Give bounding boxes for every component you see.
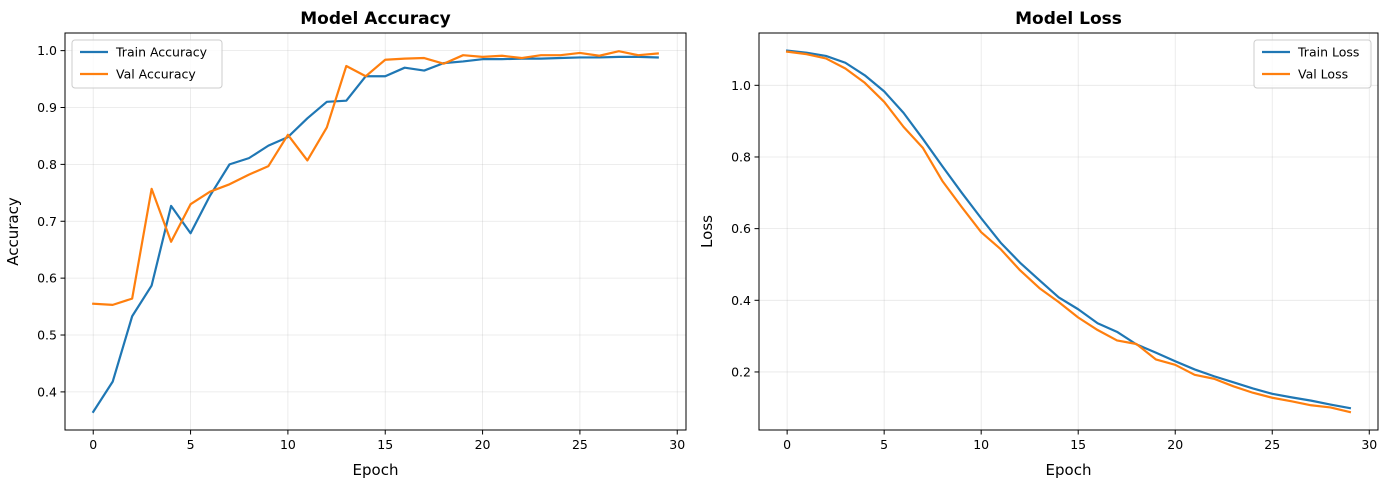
y-tick-label: 0.6 [731, 221, 751, 236]
y-tick-label: 1.0 [37, 43, 57, 58]
y-tick-label: 0.8 [731, 149, 751, 164]
y-tick-label: 0.4 [37, 384, 57, 399]
x-tick-label: 15 [1070, 437, 1086, 452]
series-line-val-loss [785, 50, 1352, 414]
y-tick-label: 1.0 [731, 78, 751, 93]
chart-panel-1: 0 5 10 15 20 25 30 0.4 0.5 0.6 0.7 0.8 0.9 1.0 Model A… [4, 9, 687, 479]
x-tick-label: 5 [880, 437, 888, 452]
x-tick-label: 20 [1167, 437, 1183, 452]
x-tick-label: 10 [280, 437, 296, 452]
x-tick-label: 10 [973, 437, 989, 452]
x-axis-label: Epoch [1046, 461, 1092, 479]
y-tick-label: 0.6 [37, 271, 57, 286]
axes-frame [758, 32, 1379, 431]
series-line-train-loss [785, 49, 1352, 410]
y-tick-label: 0.2 [731, 364, 751, 379]
chart-title: Model Accuracy [300, 9, 450, 29]
y-axis-label: Loss [698, 215, 716, 248]
x-axis-label: Epoch [353, 461, 399, 479]
y-tick-label: 0.5 [37, 328, 57, 343]
series-line-train-accuracy [91, 55, 659, 414]
series-line-val-accuracy [92, 50, 659, 306]
y-axis-label: Accuracy [4, 197, 22, 266]
x-tick-label: 30 [669, 437, 685, 452]
y-tick-label: 0.7 [37, 214, 57, 229]
axes-frame [64, 32, 687, 431]
y-tick-label: 0.4 [731, 293, 751, 308]
y-tick-label: 0.8 [37, 157, 57, 172]
legend-label: Val Accuracy [116, 67, 196, 82]
legend-label: Train Accuracy [115, 45, 208, 60]
chart-title: Model Loss [1015, 9, 1122, 29]
x-tick-label: 15 [377, 437, 393, 452]
legend-box [71, 39, 223, 89]
x-tick-label: 5 [187, 437, 195, 452]
x-tick-label: 25 [572, 437, 588, 452]
legend-label: Val Loss [1298, 67, 1348, 82]
x-tick-label: 25 [1264, 437, 1280, 452]
chart-panel-2: 0 5 10 15 20 25 30 0.2 0.4 0.6 0.8 1.0 Model Loss Epo… [698, 9, 1379, 479]
x-tick-label: 20 [475, 437, 491, 452]
x-tick-label: 30 [1361, 437, 1377, 452]
legend: Train Loss Val Loss [1253, 39, 1372, 89]
legend: Train Accuracy Val Accuracy [71, 39, 223, 89]
y-tick-label: 0.9 [37, 100, 57, 115]
x-tick-label: 0 [89, 437, 97, 452]
x-tick-label: 0 [783, 437, 791, 452]
legend-label: Train Loss [1297, 45, 1359, 60]
